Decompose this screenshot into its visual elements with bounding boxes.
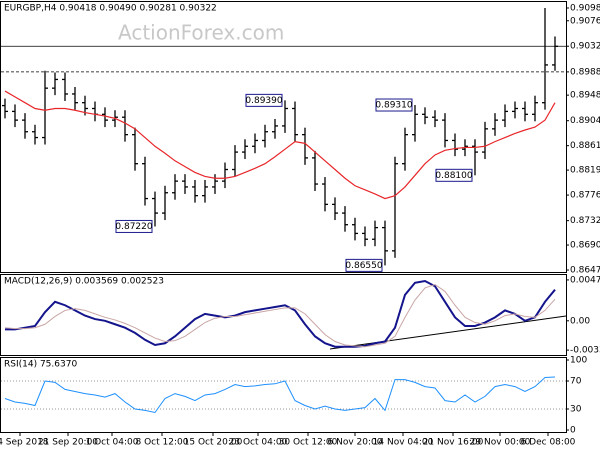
y-tick-label: 30 — [570, 405, 582, 415]
x-tick-label: 21 Nov 16:00 — [423, 438, 484, 448]
y-tick-label: 0.00 — [570, 316, 590, 326]
x-tick-label: 6 Nov 20:00 — [328, 438, 383, 448]
annotation-label: 0.89390 — [245, 96, 282, 106]
x-tick-label: 1 Oct 04:00 — [86, 438, 139, 448]
y-tick-label: 0 — [570, 426, 576, 436]
y-tick-label: 70 — [570, 377, 582, 387]
annotation-label: 0.89310 — [375, 101, 412, 111]
x-tick-label: 14 Sep 2018 — [0, 438, 49, 448]
rsi-label: RSI(14) 75.6370 — [4, 360, 77, 370]
watermark: ActionForex.com — [118, 21, 284, 45]
annotation-box — [435, 168, 473, 182]
y-tick-label: 0.004729 — [570, 275, 600, 285]
annotation-box — [345, 258, 383, 272]
annotation-box — [375, 98, 413, 112]
y-tick-label: 0.90322 — [570, 42, 600, 52]
x-tick-label: 6 Dec 08:00 — [521, 438, 576, 448]
annotation-box — [245, 93, 283, 107]
x-tick-label: 23 Oct 04:00 — [229, 438, 288, 448]
rsi-panel — [0, 357, 567, 433]
x-tick-label: 14 Nov 04:00 — [373, 438, 434, 448]
y-tick-label: 100 — [570, 356, 587, 366]
macd-panel — [0, 274, 567, 356]
x-tick-label: 8 Oct 12:00 — [136, 438, 189, 448]
moving-average — [4, 90, 556, 200]
price-panel — [0, 1, 567, 273]
x-tick-label: 21 Sep 20:00 — [38, 438, 98, 448]
x-tick-label: 15 Oct 20:00 — [184, 438, 243, 448]
chart-title: EURGBP,H4 0.90418 0.90490 0.90281 0.9032… — [4, 4, 217, 14]
y-tick-label: -0.003391 — [570, 346, 600, 356]
x-tick-label: 29 Nov 00:00 — [470, 438, 531, 448]
annotation-label: 0.87220 — [115, 222, 152, 232]
rsi-line — [4, 376, 556, 414]
annotation-box — [115, 219, 153, 233]
x-tick-label: 30 Oct 12:00 — [279, 438, 338, 448]
trendline — [329, 315, 567, 350]
macd-line — [4, 283, 556, 348]
macd-label: MACD(12,26,9) 0.003569 0.002523 — [4, 277, 164, 287]
annotation-label: 0.86550 — [345, 261, 382, 271]
annotation-label: 0.88100 — [435, 171, 472, 181]
macd-line — [5, 280, 556, 348]
